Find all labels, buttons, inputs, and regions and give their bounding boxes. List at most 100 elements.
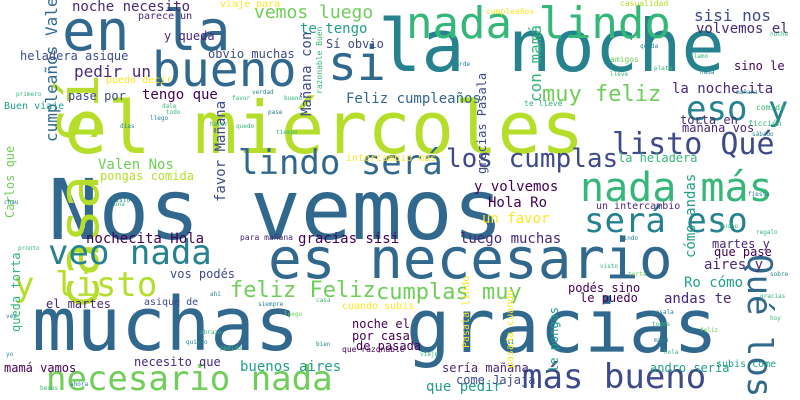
cloud-word: Valen Nos — [98, 157, 174, 173]
cloud-word: pasala — [652, 309, 674, 316]
cloud-word: siempre — [258, 301, 284, 308]
cloud-word: mucho — [720, 223, 739, 230]
cloud-word: andas te — [664, 291, 732, 307]
cloud-word: cumpleaños — [486, 7, 535, 16]
cloud-word: por casa — [352, 329, 410, 343]
cloud-word: mañana vos — [682, 121, 755, 135]
cloud-word: Feliz cumpleaños — [346, 91, 481, 107]
cloud-word: con mamá — [526, 24, 545, 102]
cloud-word: queda torta — [9, 252, 23, 332]
cloud-word: tarde — [452, 61, 471, 68]
cloud-word: la nochecita — [672, 81, 774, 97]
cloud-word: pedido — [220, 345, 242, 352]
cloud-word: sino le — [734, 59, 785, 73]
cloud-word: pase por — [68, 89, 126, 103]
cloud-word: amigos — [610, 55, 639, 64]
cloud-word: heladera asique — [20, 49, 129, 63]
cloud-word: gracias — [406, 284, 718, 370]
cloud-word: come Jajaja — [456, 373, 536, 387]
cloud-word: andro sería — [650, 361, 730, 375]
cloud-word: torta en — [680, 113, 738, 127]
cloud-word: Nos vemos — [48, 161, 504, 259]
cloud-word: todos — [652, 321, 671, 328]
cloud-word: y listo — [14, 265, 158, 305]
cloud-word: comida — [756, 103, 785, 112]
cloud-word: el martes — [46, 297, 112, 311]
cloud-word: y volvemos — [474, 179, 559, 195]
cloud-word: vos podés — [170, 267, 236, 281]
cloud-word: los cumplas — [446, 144, 619, 174]
cloud-word: Sí obvio — [326, 37, 384, 51]
cloud-word: razonable Buen — [315, 26, 324, 94]
cloud-word: yo — [6, 351, 14, 358]
cloud-word: cómo andas — [683, 173, 699, 258]
cloud-word: casi — [500, 339, 515, 346]
cloud-word: bien — [316, 341, 331, 348]
cloud-word: si — [328, 36, 386, 92]
cloud-word: intercambio más — [346, 153, 437, 164]
cloud-word: subis come — [716, 359, 777, 370]
cloud-word: vez — [6, 313, 17, 320]
cloud-word: te lleve — [524, 99, 563, 108]
cloud-word: abrazo — [200, 329, 222, 336]
cloud-word: vemos luego — [254, 2, 374, 23]
cloud-word: de pasada — [356, 339, 422, 353]
cloud-word: luego muchas — [460, 231, 562, 247]
cloud-word: torta — [628, 271, 647, 278]
cloud-word: cuando subis — [342, 301, 415, 312]
cloud-word: ficción — [748, 119, 782, 128]
cloud-word: pronto — [18, 245, 40, 252]
cloud-word: chau — [4, 199, 19, 206]
cloud-word: favor Mañana — [213, 100, 229, 202]
cloud-word: Hola Ro — [488, 195, 548, 211]
cloud-word: llego — [150, 115, 169, 122]
cloud-word: muchas — [32, 282, 300, 368]
cloud-word: todo — [166, 109, 181, 116]
cloud-word: favor — [232, 95, 251, 102]
cloud-word: quiero — [186, 339, 208, 346]
cloud-word: hoy — [770, 315, 781, 322]
cloud-word: sisi nos — [694, 6, 772, 25]
cloud-word: un intercambio — [596, 201, 681, 212]
cloud-word: aires y — [704, 257, 764, 273]
cloud-word: para mañana — [240, 233, 293, 242]
cloud-word: casa — [316, 297, 331, 304]
cloud-word: mamá vamos — [4, 361, 77, 375]
cloud-word: en la — [62, 0, 231, 64]
cloud-word: viaje — [420, 351, 439, 358]
cloud-word: pedir un — [74, 62, 152, 81]
cloud-word: pase — [268, 109, 283, 116]
cloud-word: que razonable — [342, 345, 405, 354]
cloud-word: parece un — [138, 11, 193, 22]
cloud-word: regalo — [756, 229, 778, 236]
cloud-word: listo — [112, 197, 131, 204]
cloud-word: Pasala lindo — [461, 275, 472, 348]
cloud-word: Carlos que — [3, 145, 17, 218]
cloud-word: dale — [162, 103, 177, 110]
cloud-word: mamá — [654, 337, 669, 344]
cloud-word: necesario nada — [46, 359, 333, 399]
cloud-word: la noche — [378, 4, 725, 88]
cloud-word: feliz — [700, 327, 719, 334]
cloud-word: luego — [284, 311, 303, 318]
cloud-word: muy feliz — [542, 82, 662, 107]
cloud-word: nada lindo — [406, 0, 671, 49]
cloud-word: y queda — [164, 29, 215, 43]
cloud-word: el miércoles — [64, 86, 585, 170]
cloud-word: ahí — [210, 291, 221, 298]
cloud-word: gracias — [760, 293, 786, 300]
cloud-word: queda — [640, 43, 659, 50]
cloud-word: la heladera — [618, 151, 698, 165]
cloud-word: llamo — [690, 53, 709, 60]
cloud-word: sobre — [770, 271, 789, 278]
cloud-word: martes y — [712, 237, 770, 251]
cloud-word: tiempo — [276, 129, 298, 136]
cloud-word: lindo será — [238, 143, 443, 183]
cloud-word: noche necesito — [72, 0, 191, 15]
cloud-word: primero — [16, 91, 42, 98]
cloud-word: ahora — [70, 381, 89, 388]
cloud-word: cumplas muy — [376, 280, 522, 305]
cloud-word: Mañana con — [299, 31, 315, 116]
cloud-word: bueno — [284, 95, 303, 102]
